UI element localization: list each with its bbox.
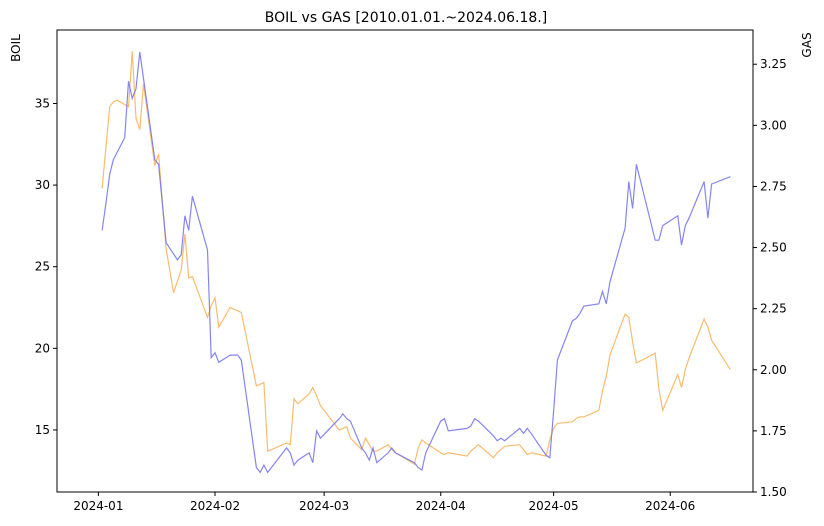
y-left-tick-label: 15	[35, 423, 50, 437]
x-tick-label: 2024-01	[73, 499, 123, 513]
y-axis-right-label: GAS	[800, 32, 814, 57]
x-tick-label: 2024-04	[416, 499, 466, 513]
x-tick-label: 2024-06	[645, 499, 695, 513]
y-left-tick-label: 20	[35, 341, 50, 355]
chart-title: BOIL vs GAS [2010.01.01.~2024.06.18.]	[265, 10, 547, 26]
series-line-boil	[101, 51, 731, 466]
y-right-tick-label: 2.75	[760, 179, 787, 193]
y-right-tick-label: 3.00	[760, 118, 787, 132]
y-left-tick-label: 25	[35, 260, 50, 274]
y-right-tick-label: 2.25	[760, 302, 787, 316]
series-line-gas	[101, 51, 731, 474]
x-tick-label: 2024-02	[190, 499, 240, 513]
x-tick-label: 2024-03	[299, 499, 349, 513]
y-right-tick-label: 1.50	[760, 485, 787, 499]
y-axis-left-label: BOIL	[9, 34, 23, 62]
y-left-tick-label: 30	[35, 178, 50, 192]
x-tick-label: 2024-05	[529, 499, 579, 513]
y-right-tick-label: 2.50	[760, 241, 787, 255]
y-right-tick-label: 3.25	[760, 57, 787, 71]
y-left-tick-label: 35	[35, 96, 50, 110]
plot-frame	[56, 29, 754, 493]
y-right-tick-label: 1.75	[760, 424, 787, 438]
y-right-tick-label: 2.00	[760, 363, 787, 377]
